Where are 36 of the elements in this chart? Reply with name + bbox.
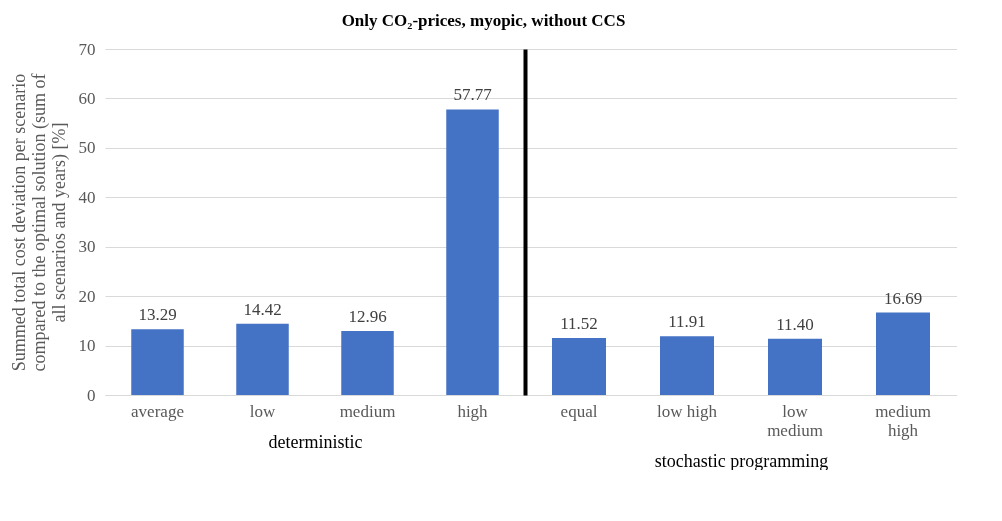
bar <box>131 329 184 395</box>
bar <box>552 338 606 395</box>
bar <box>876 312 930 395</box>
y-tick-label: 60 <box>78 88 96 108</box>
bar <box>446 109 499 395</box>
y-tick-label: 50 <box>78 138 96 158</box>
x-tick-label: medium <box>339 401 396 421</box>
data-label: 12.96 <box>348 306 387 326</box>
bar <box>341 330 394 395</box>
y-tick-label: 70 <box>78 39 96 59</box>
x-tick-label: low <box>249 401 276 421</box>
data-label: 16.69 <box>883 288 923 308</box>
bar <box>660 336 714 395</box>
y-tick-label: 40 <box>78 187 96 207</box>
data-label: 57.77 <box>453 85 493 105</box>
bar <box>236 323 289 395</box>
y-axis-title: Summed total cost deviation per scenario compared to the optimal solution (sum of all scenarios and years) [%] <box>8 73 70 372</box>
data-label: 11.91 <box>668 312 706 332</box>
x-tick-label: low medium <box>767 401 823 440</box>
x-tick-label: low high <box>657 401 718 421</box>
x-tick-label: high <box>457 401 489 421</box>
data-label: 11.40 <box>776 314 814 334</box>
x-tick-label: equal <box>560 401 598 421</box>
chart-title: Only CO₂-prices, myopic, without CCS <box>341 11 626 30</box>
y-tick-label: 20 <box>78 286 96 306</box>
y-tick-label: 0 <box>87 385 96 405</box>
data-label: 13.29 <box>138 305 177 325</box>
x-tick-label: medium high <box>875 401 931 440</box>
x-axis-title: deterministic <box>268 431 363 452</box>
data-label: 14.42 <box>243 299 282 319</box>
y-tick-label: 30 <box>78 237 96 257</box>
y-tick-label: 10 <box>78 336 96 356</box>
x-tick-label: average <box>131 401 184 421</box>
bar <box>768 338 822 395</box>
data-label: 11.52 <box>560 314 598 334</box>
x-axis-title: stochastic programming <box>654 450 829 471</box>
